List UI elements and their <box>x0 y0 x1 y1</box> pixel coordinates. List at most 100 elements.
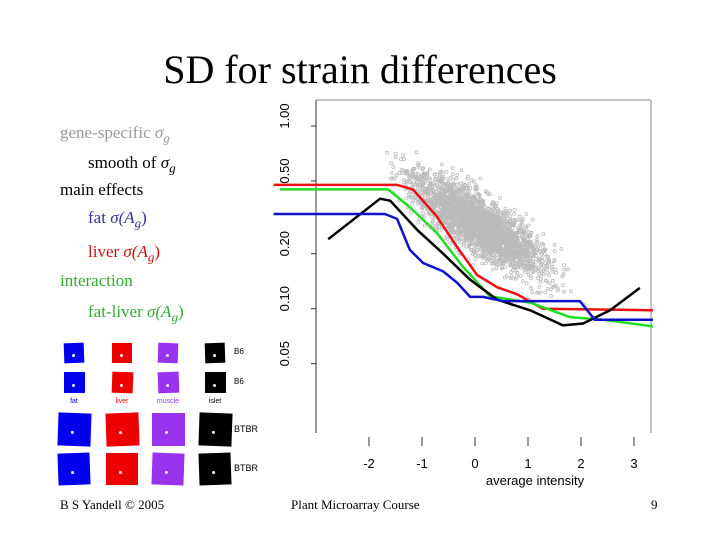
scatter-point <box>441 200 446 204</box>
scatter-point <box>407 194 412 199</box>
scatter-point <box>556 286 560 291</box>
scatter-point <box>463 238 468 243</box>
scatter-point <box>430 184 435 189</box>
scatter-point <box>542 248 547 253</box>
scatter-point <box>536 276 540 281</box>
scatter-point <box>548 287 553 292</box>
scatter-point <box>464 211 469 216</box>
scatter-point <box>401 168 406 173</box>
scatter-point <box>534 257 538 262</box>
scatter-point <box>450 213 455 218</box>
scatter-point <box>435 221 440 226</box>
scatter-point <box>452 203 457 208</box>
strain-label: BTBR <box>234 423 259 434</box>
scatter-point <box>490 202 495 207</box>
scatter-point <box>550 262 554 266</box>
scatter-point <box>541 242 546 247</box>
scatter-point <box>491 225 496 230</box>
scatter-point <box>470 214 474 219</box>
scatter-point <box>494 229 499 234</box>
spot-dot <box>212 383 216 387</box>
tissue-square <box>56 412 92 447</box>
scatter-point <box>551 269 556 274</box>
scatter-point <box>458 199 463 204</box>
scatter-point <box>546 254 550 259</box>
scatter-point <box>509 274 514 278</box>
tissue-square <box>63 372 85 393</box>
scatter-point <box>465 176 470 181</box>
scatter-point <box>477 233 482 238</box>
scatter-point <box>456 232 461 236</box>
scatter-point <box>463 196 468 201</box>
spot-dot <box>211 470 215 474</box>
scatter-point <box>436 178 441 183</box>
scatter-point <box>498 252 503 256</box>
scatter-point <box>547 281 552 286</box>
scatter-point <box>461 229 466 233</box>
scatter-point <box>461 241 466 246</box>
scatter-point <box>401 157 406 162</box>
scatter-point <box>433 196 438 200</box>
scatter-point <box>469 200 474 205</box>
scatter-point <box>538 290 543 295</box>
scatter-point <box>502 213 507 218</box>
scatter-point <box>508 214 513 219</box>
scatter-point <box>489 235 494 240</box>
scatter-point <box>453 196 457 201</box>
scatter-point <box>391 165 396 170</box>
scatter-point <box>490 258 495 263</box>
scatter-point <box>485 231 490 236</box>
scatter-point <box>450 217 455 222</box>
scatter-point <box>534 253 539 258</box>
scatter-point <box>461 220 466 225</box>
scatter-point <box>417 188 422 193</box>
scatter-point <box>467 212 472 217</box>
footer-page-number: 9 <box>651 497 658 512</box>
scatter-point <box>479 199 484 204</box>
scatter-point <box>541 272 546 277</box>
scatter-point <box>494 243 499 248</box>
scatter-point <box>436 187 441 192</box>
scatter-point <box>406 192 411 197</box>
scatter-point <box>531 262 536 267</box>
scatter-point <box>486 206 491 211</box>
scatter-point <box>404 169 408 174</box>
scatter-point <box>517 214 522 219</box>
legend-line: smooth of σg <box>88 153 176 176</box>
scatter-point <box>496 223 501 228</box>
footer-course: Plant Microarray Course <box>291 497 420 512</box>
scatter-point <box>515 270 520 275</box>
scatter-point <box>444 169 449 174</box>
scatter-point <box>496 227 501 231</box>
legend-line: main effects <box>60 180 143 200</box>
scatter-point <box>431 181 436 186</box>
scatter-point <box>490 267 495 272</box>
scatter-point <box>467 200 472 205</box>
scatter-point <box>460 207 465 212</box>
scatter-point <box>503 206 508 211</box>
scatter-point <box>455 216 460 221</box>
scatter-point <box>440 189 444 194</box>
scatter-point <box>514 265 519 269</box>
x-tick-label: -1 <box>416 456 428 471</box>
tissue-square <box>106 453 138 485</box>
scatter-point <box>518 265 523 270</box>
scatter-point <box>429 196 434 201</box>
tissue-square <box>151 413 185 446</box>
scatter-point <box>480 261 485 266</box>
scatter-point <box>544 279 549 284</box>
scatter-point <box>425 186 430 191</box>
scatter-point <box>420 167 425 171</box>
sigma-symbol: σ <box>154 123 164 142</box>
scatter-point <box>511 258 516 263</box>
scatter-point <box>442 215 447 220</box>
scatter-point <box>474 214 479 219</box>
scatter-points <box>385 150 586 307</box>
scatter-point <box>505 216 510 221</box>
legend-line: gene-specific σg <box>60 123 170 146</box>
scatter-point <box>476 254 481 259</box>
scatter-point <box>473 233 478 238</box>
scatter-point <box>438 196 442 201</box>
scatter-point <box>477 234 481 239</box>
spot-dot <box>165 353 169 358</box>
